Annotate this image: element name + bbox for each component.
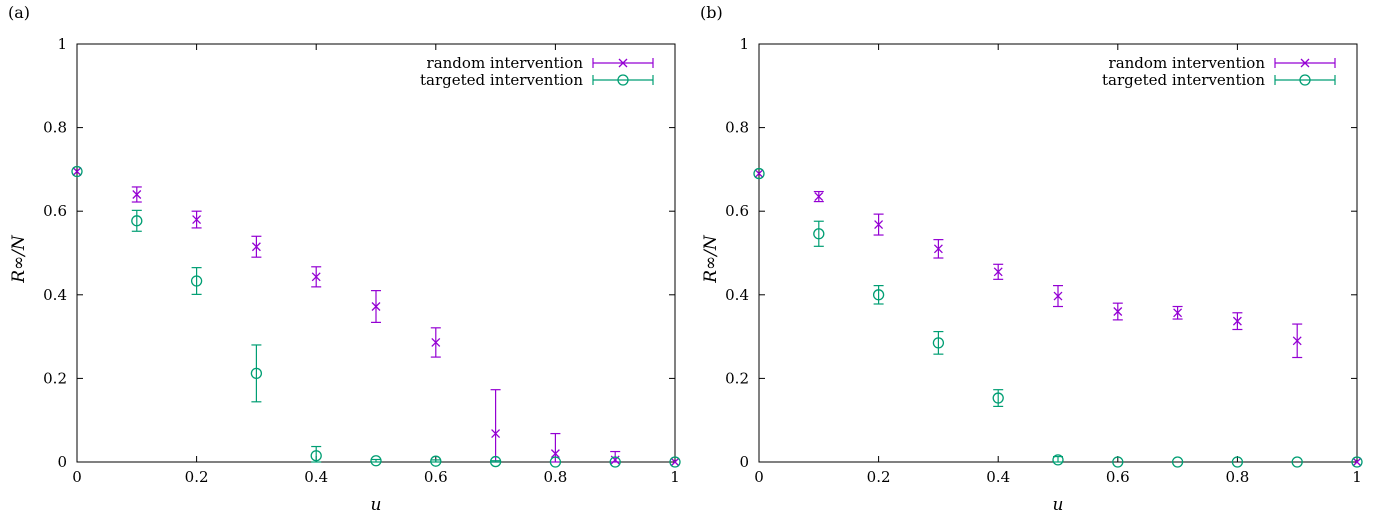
legend-label: targeted intervention xyxy=(1102,71,1265,89)
legend-marker-circle xyxy=(617,74,629,86)
data-point-x xyxy=(550,449,560,459)
data-point-circle xyxy=(489,455,502,468)
legend-label: random intervention xyxy=(1109,54,1266,72)
x-tick-label: 1 xyxy=(1352,468,1362,486)
legend-marker-x xyxy=(618,58,628,68)
data-point-x xyxy=(431,337,441,347)
y-tick-label: 0.4 xyxy=(43,286,67,304)
y-tick-label: 0.8 xyxy=(725,119,749,137)
x-tick-label: 0.2 xyxy=(867,468,891,486)
legend-label: random intervention xyxy=(427,54,584,72)
data-point-circle xyxy=(71,165,83,178)
panel-label: (a) xyxy=(8,3,30,22)
data-point-circle xyxy=(370,455,382,467)
data-point-x xyxy=(933,244,943,254)
y-tick-label: 0 xyxy=(739,453,749,471)
x-tick-label: 0 xyxy=(754,468,764,486)
x-axis-title: u xyxy=(1053,495,1064,515)
x-tick-label: 0.4 xyxy=(986,468,1010,486)
series-targeted xyxy=(753,167,1363,468)
data-point-circle xyxy=(131,215,143,227)
data-point-x xyxy=(1113,307,1123,316)
data-point-circle xyxy=(190,275,203,287)
y-tick-label: 0.6 xyxy=(43,202,67,220)
data-point-circle xyxy=(813,228,825,240)
data-point-circle xyxy=(250,367,263,380)
y-tick-label: 0.2 xyxy=(43,369,67,387)
data-point-x xyxy=(72,167,82,176)
data-point-x xyxy=(132,190,142,199)
data-point-x xyxy=(670,457,680,467)
data-point-circle xyxy=(753,167,765,180)
legend-marker-x xyxy=(1300,58,1310,68)
y-axis-title: R∞/N xyxy=(9,234,29,284)
x-tick-label: 0.6 xyxy=(1106,468,1130,486)
data-point-circle xyxy=(932,337,945,349)
x-tick-label: 1 xyxy=(670,468,680,486)
series-random xyxy=(754,169,1362,467)
data-point-circle xyxy=(1231,456,1244,468)
data-point-x xyxy=(371,302,381,311)
data-point-x xyxy=(1232,316,1242,326)
y-tick-label: 0.2 xyxy=(725,369,749,387)
chart-panel-b: (b) 0 0.2 0.4 0.6 0.8 1 0 0.2 0.4 0.6 0.8 1 u R∞/N rand… xyxy=(700,3,1363,515)
data-point-circle xyxy=(430,455,442,467)
x-tick-label: 0.4 xyxy=(304,468,328,486)
data-point-x xyxy=(251,242,261,252)
y-tick-label: 0.6 xyxy=(725,202,749,220)
panel-label: (b) xyxy=(700,3,723,22)
x-tick-label: 0 xyxy=(72,468,82,486)
legend-label: targeted intervention xyxy=(420,71,583,89)
x-tick-label: 0.8 xyxy=(543,468,567,486)
chart-panel-a: (a) 0 0.2 0.4 0.6 0.8 1 0 0.2 0.4 0.6 0.8 1 u R∞/N rand… xyxy=(8,3,681,515)
y-axis-title: R∞/N xyxy=(701,234,721,284)
x-axis-title: u xyxy=(371,495,382,515)
data-point-circle xyxy=(1171,456,1184,468)
data-point-x xyxy=(993,267,1003,277)
series-targeted xyxy=(71,165,681,468)
data-point-x xyxy=(754,169,764,179)
series-random xyxy=(72,167,680,467)
data-point-circle xyxy=(669,456,681,468)
data-point-circle xyxy=(1052,454,1064,466)
legend-marker-circle xyxy=(1299,74,1311,86)
data-point-circle xyxy=(1112,456,1124,468)
plot-frame xyxy=(76,43,676,463)
x-tick-label: 0.2 xyxy=(185,468,209,486)
data-point-x xyxy=(311,272,321,282)
data-point-circle xyxy=(992,392,1004,404)
y-tick-label: 0 xyxy=(57,453,67,471)
data-point-x xyxy=(491,429,501,439)
data-point-x xyxy=(1352,457,1362,467)
data-point-x xyxy=(874,220,884,230)
data-point-circle xyxy=(549,456,562,468)
data-point-x xyxy=(192,215,202,225)
x-tick-label: 0.8 xyxy=(1225,468,1249,486)
data-point-x xyxy=(1292,336,1302,346)
x-tick-label: 0.6 xyxy=(424,468,448,486)
y-tick-label: 1 xyxy=(739,35,749,53)
y-tick-label: 0.4 xyxy=(725,286,749,304)
y-tick-label: 0.8 xyxy=(43,119,67,137)
y-tick-label: 1 xyxy=(57,35,67,53)
plot-frame xyxy=(758,43,1358,463)
data-point-circle xyxy=(872,289,885,301)
data-point-circle xyxy=(1291,456,1303,468)
data-point-circle xyxy=(310,450,322,462)
data-point-x xyxy=(814,192,824,202)
data-point-x xyxy=(1053,291,1063,301)
data-point-circle xyxy=(609,456,621,468)
data-point-x xyxy=(1173,308,1183,318)
data-point-circle xyxy=(1351,456,1363,468)
